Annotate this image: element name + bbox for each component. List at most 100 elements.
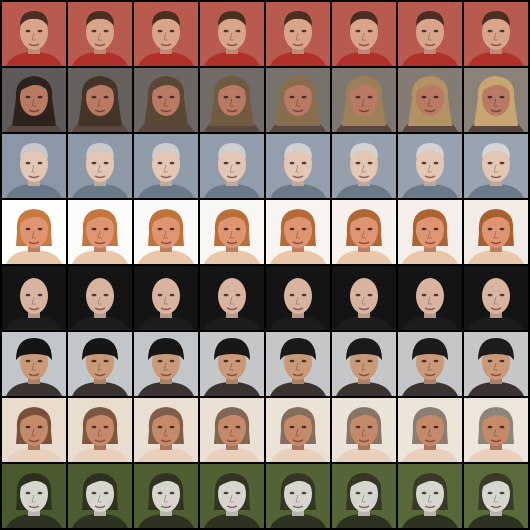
face-tile xyxy=(266,200,330,264)
face-tile xyxy=(200,398,264,462)
face-image xyxy=(2,464,66,528)
face-tile xyxy=(134,464,198,528)
face-image xyxy=(266,134,330,198)
face-tile xyxy=(68,464,132,528)
face-tile xyxy=(200,2,264,66)
face-image xyxy=(200,134,264,198)
face-image xyxy=(134,134,198,198)
face-image xyxy=(332,332,396,396)
face-image xyxy=(332,68,396,132)
face-image xyxy=(68,68,132,132)
face-tile xyxy=(2,464,66,528)
face-tile xyxy=(332,200,396,264)
face-tile xyxy=(332,332,396,396)
face-tile xyxy=(464,332,528,396)
face-image xyxy=(2,68,66,132)
face-image xyxy=(68,266,132,330)
face-image xyxy=(200,266,264,330)
face-tile xyxy=(266,266,330,330)
face-tile xyxy=(134,68,198,132)
face-image xyxy=(464,134,528,198)
face-tile xyxy=(134,266,198,330)
face-tile xyxy=(2,68,66,132)
face-image xyxy=(68,134,132,198)
face-image xyxy=(266,200,330,264)
face-tile xyxy=(68,200,132,264)
face-tile xyxy=(68,134,132,198)
face-tile xyxy=(398,2,462,66)
face-tile xyxy=(2,2,66,66)
face-image xyxy=(266,266,330,330)
face-image xyxy=(464,2,528,66)
face-tile xyxy=(200,464,264,528)
face-image xyxy=(200,332,264,396)
face-tile xyxy=(68,398,132,462)
face-image xyxy=(200,2,264,66)
face-image xyxy=(2,200,66,264)
face-image xyxy=(200,398,264,462)
face-image xyxy=(464,266,528,330)
face-tile xyxy=(464,200,528,264)
face-image xyxy=(200,68,264,132)
face-tile xyxy=(464,464,528,528)
face-tile xyxy=(68,332,132,396)
face-image xyxy=(398,266,462,330)
face-image xyxy=(464,398,528,462)
face-image xyxy=(464,68,528,132)
face-tile xyxy=(2,200,66,264)
face-tile xyxy=(332,134,396,198)
face-image xyxy=(134,200,198,264)
face-image xyxy=(68,200,132,264)
face-tile xyxy=(464,2,528,66)
face-image xyxy=(464,464,528,528)
face-tile xyxy=(2,266,66,330)
face-tile xyxy=(200,332,264,396)
face-tile xyxy=(266,464,330,528)
face-tile xyxy=(398,68,462,132)
face-tile xyxy=(332,2,396,66)
face-image xyxy=(266,398,330,462)
face-tile xyxy=(2,134,66,198)
face-tile xyxy=(464,134,528,198)
face-tile xyxy=(332,266,396,330)
face-tile xyxy=(200,134,264,198)
face-tile xyxy=(398,134,462,198)
face-image xyxy=(134,464,198,528)
face-tile xyxy=(266,68,330,132)
face-image xyxy=(134,68,198,132)
face-image xyxy=(2,134,66,198)
face-tile xyxy=(398,332,462,396)
face-image xyxy=(200,200,264,264)
face-image xyxy=(2,266,66,330)
face-image xyxy=(398,398,462,462)
face-tile xyxy=(134,200,198,264)
face-tile xyxy=(266,398,330,462)
face-tile xyxy=(134,332,198,396)
face-tile xyxy=(134,134,198,198)
face-tile xyxy=(134,398,198,462)
face-image xyxy=(398,134,462,198)
face-tile xyxy=(266,2,330,66)
face-tile xyxy=(200,68,264,132)
face-image xyxy=(332,2,396,66)
face-tile xyxy=(464,68,528,132)
face-image xyxy=(2,2,66,66)
face-image xyxy=(266,2,330,66)
face-tile xyxy=(332,464,396,528)
face-image xyxy=(134,398,198,462)
face-image xyxy=(2,332,66,396)
face-tile xyxy=(332,68,396,132)
face-image xyxy=(332,464,396,528)
face-image xyxy=(332,134,396,198)
face-image xyxy=(332,266,396,330)
face-image xyxy=(68,464,132,528)
face-image xyxy=(68,2,132,66)
face-tile xyxy=(266,134,330,198)
face-tile xyxy=(68,68,132,132)
face-image xyxy=(134,266,198,330)
face-tile xyxy=(398,398,462,462)
face-image xyxy=(68,398,132,462)
face-image xyxy=(398,2,462,66)
face-tile xyxy=(398,266,462,330)
face-tile xyxy=(464,266,528,330)
